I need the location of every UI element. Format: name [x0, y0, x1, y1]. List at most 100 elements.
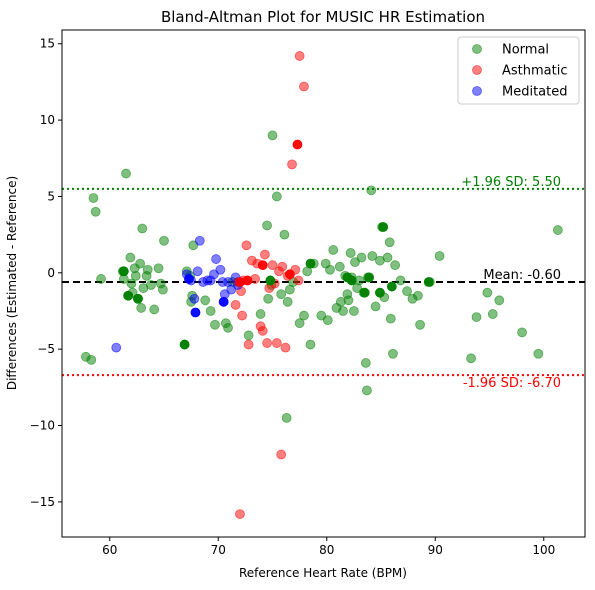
data-point-normal [334, 261, 345, 272]
data-point-normal [90, 206, 101, 217]
data-point-normal-overlap [375, 287, 385, 298]
data-point-normal-overlap [423, 277, 434, 287]
axes [61, 29, 586, 538]
legend-label: Normal [502, 43, 549, 58]
data-point-meditated [111, 342, 122, 353]
data-point-normal [343, 295, 354, 306]
data-point-normal [434, 251, 445, 261]
data-point-normal [136, 303, 147, 313]
x-tick-label: 80 [319, 543, 334, 557]
data-point-normal [325, 264, 335, 275]
data-point-meditated-overlap [190, 307, 201, 318]
data-point-normal [262, 220, 272, 231]
data-point-asthmatic [267, 260, 278, 271]
data-point-normal [413, 290, 423, 301]
data-point-normal [282, 296, 293, 307]
data-point-normal [159, 235, 169, 246]
plot-frame [61, 29, 586, 538]
data-point-normal-overlap [346, 275, 357, 286]
data-point-normal [370, 301, 381, 312]
x-tick-label: 60 [102, 543, 117, 557]
data-point-asthmatic [243, 339, 254, 350]
data-point-asthmatic [241, 240, 252, 251]
data-point-meditated [192, 266, 203, 277]
data-point-normal [356, 252, 367, 263]
y-tick-label: 0 [47, 266, 55, 280]
data-point-normal-overlap [118, 266, 129, 277]
data-point-normal [121, 168, 131, 179]
data-point-normal [328, 245, 339, 255]
data-point-normal [466, 353, 476, 364]
data-point-asthmatic [277, 261, 288, 272]
data-point-asthmatic [237, 310, 248, 321]
data-point-normal [552, 225, 563, 235]
data-point-normal [482, 287, 493, 298]
data-point-normal [281, 412, 292, 423]
legend: Normal Asthmatic Meditated [457, 36, 580, 105]
data-point-normal [279, 229, 290, 240]
chart-title: Bland-Altman Plot for MUSIC HR Estimatio… [161, 8, 485, 26]
data-point-asthmatic-overlap [284, 269, 295, 280]
data-point-normal [533, 348, 544, 359]
y-tick-label: −5 [37, 342, 55, 356]
data-point-asthmatic-overlap [292, 139, 303, 150]
data-point-meditated-overlap [184, 274, 194, 284]
legend-marker [472, 86, 482, 96]
data-point-normal [348, 306, 359, 316]
data-point-normal [223, 322, 233, 333]
data-point-meditated [194, 235, 205, 246]
y-tick-label: 15 [40, 37, 55, 51]
data-point-normal [125, 252, 136, 263]
data-point-normal [96, 274, 106, 284]
data-point-normal-overlap [378, 222, 389, 232]
legend-label: Asthmatic [502, 64, 568, 79]
data-point-normal [384, 237, 395, 248]
data-point-asthmatic [299, 81, 309, 92]
data-point-normal [88, 193, 99, 203]
legend-marker [472, 65, 482, 75]
data-point-normal [243, 330, 254, 341]
data-point-asthmatic [287, 159, 297, 170]
data-point-normal [385, 313, 396, 324]
y-axis-label: Differences (Estimated - Reference) [5, 176, 19, 390]
data-point-meditated [189, 293, 200, 304]
data-point-normal [153, 263, 164, 274]
data-point-normal [517, 327, 527, 338]
y-tick-label: −10 [30, 419, 55, 433]
data-point-normal-overlap [364, 272, 374, 283]
axis-ticks: 60 70 80 90 100 −15 −10 −5 0 5 10 15 [30, 37, 556, 557]
data-point-asthmatic [293, 275, 304, 286]
data-point-asthmatic [257, 325, 268, 336]
data-point-normal [271, 191, 282, 202]
data-point-normal [146, 280, 156, 290]
data-point-normal [276, 289, 287, 300]
x-axis-label: Reference Heart Rate (BPM) [239, 566, 407, 580]
data-point-normal [142, 264, 153, 275]
x-tick-label: 70 [211, 543, 226, 557]
data-point-normal [263, 293, 274, 304]
data-point-asthmatic [230, 299, 241, 310]
data-point-normal [338, 306, 348, 316]
y-tick-label: −15 [30, 495, 55, 509]
data-point-normal-overlap [305, 258, 316, 269]
data-point-normal [205, 306, 216, 316]
reference-lines: +1.96 SD: 5.50 Mean: -0.60 -1.96 SD: -6.70 [62, 175, 585, 391]
data-point-asthmatic [235, 509, 245, 519]
data-point-normal [487, 309, 498, 319]
data-point-normal-overlap [265, 275, 276, 286]
data-point-asthmatic [280, 342, 291, 353]
data-point-asthmatic [294, 51, 305, 61]
data-point-normal [390, 260, 401, 271]
data-point-normal [345, 248, 356, 258]
legend-box [457, 36, 580, 105]
data-point-normal-overlap [179, 339, 190, 350]
data-point-meditated [211, 254, 221, 264]
legend-marker [472, 44, 482, 54]
reference-line-label: -1.96 SD: -6.70 [463, 376, 561, 391]
data-point-normal [362, 385, 372, 396]
data-point-asthmatic [276, 449, 287, 460]
reference-line-label: Mean: -0.60 [483, 268, 561, 283]
data-point-normal [149, 304, 160, 315]
reference-line-label: +1.96 SD: 5.50 [461, 175, 561, 190]
data-point-normal-overlap [359, 287, 370, 298]
